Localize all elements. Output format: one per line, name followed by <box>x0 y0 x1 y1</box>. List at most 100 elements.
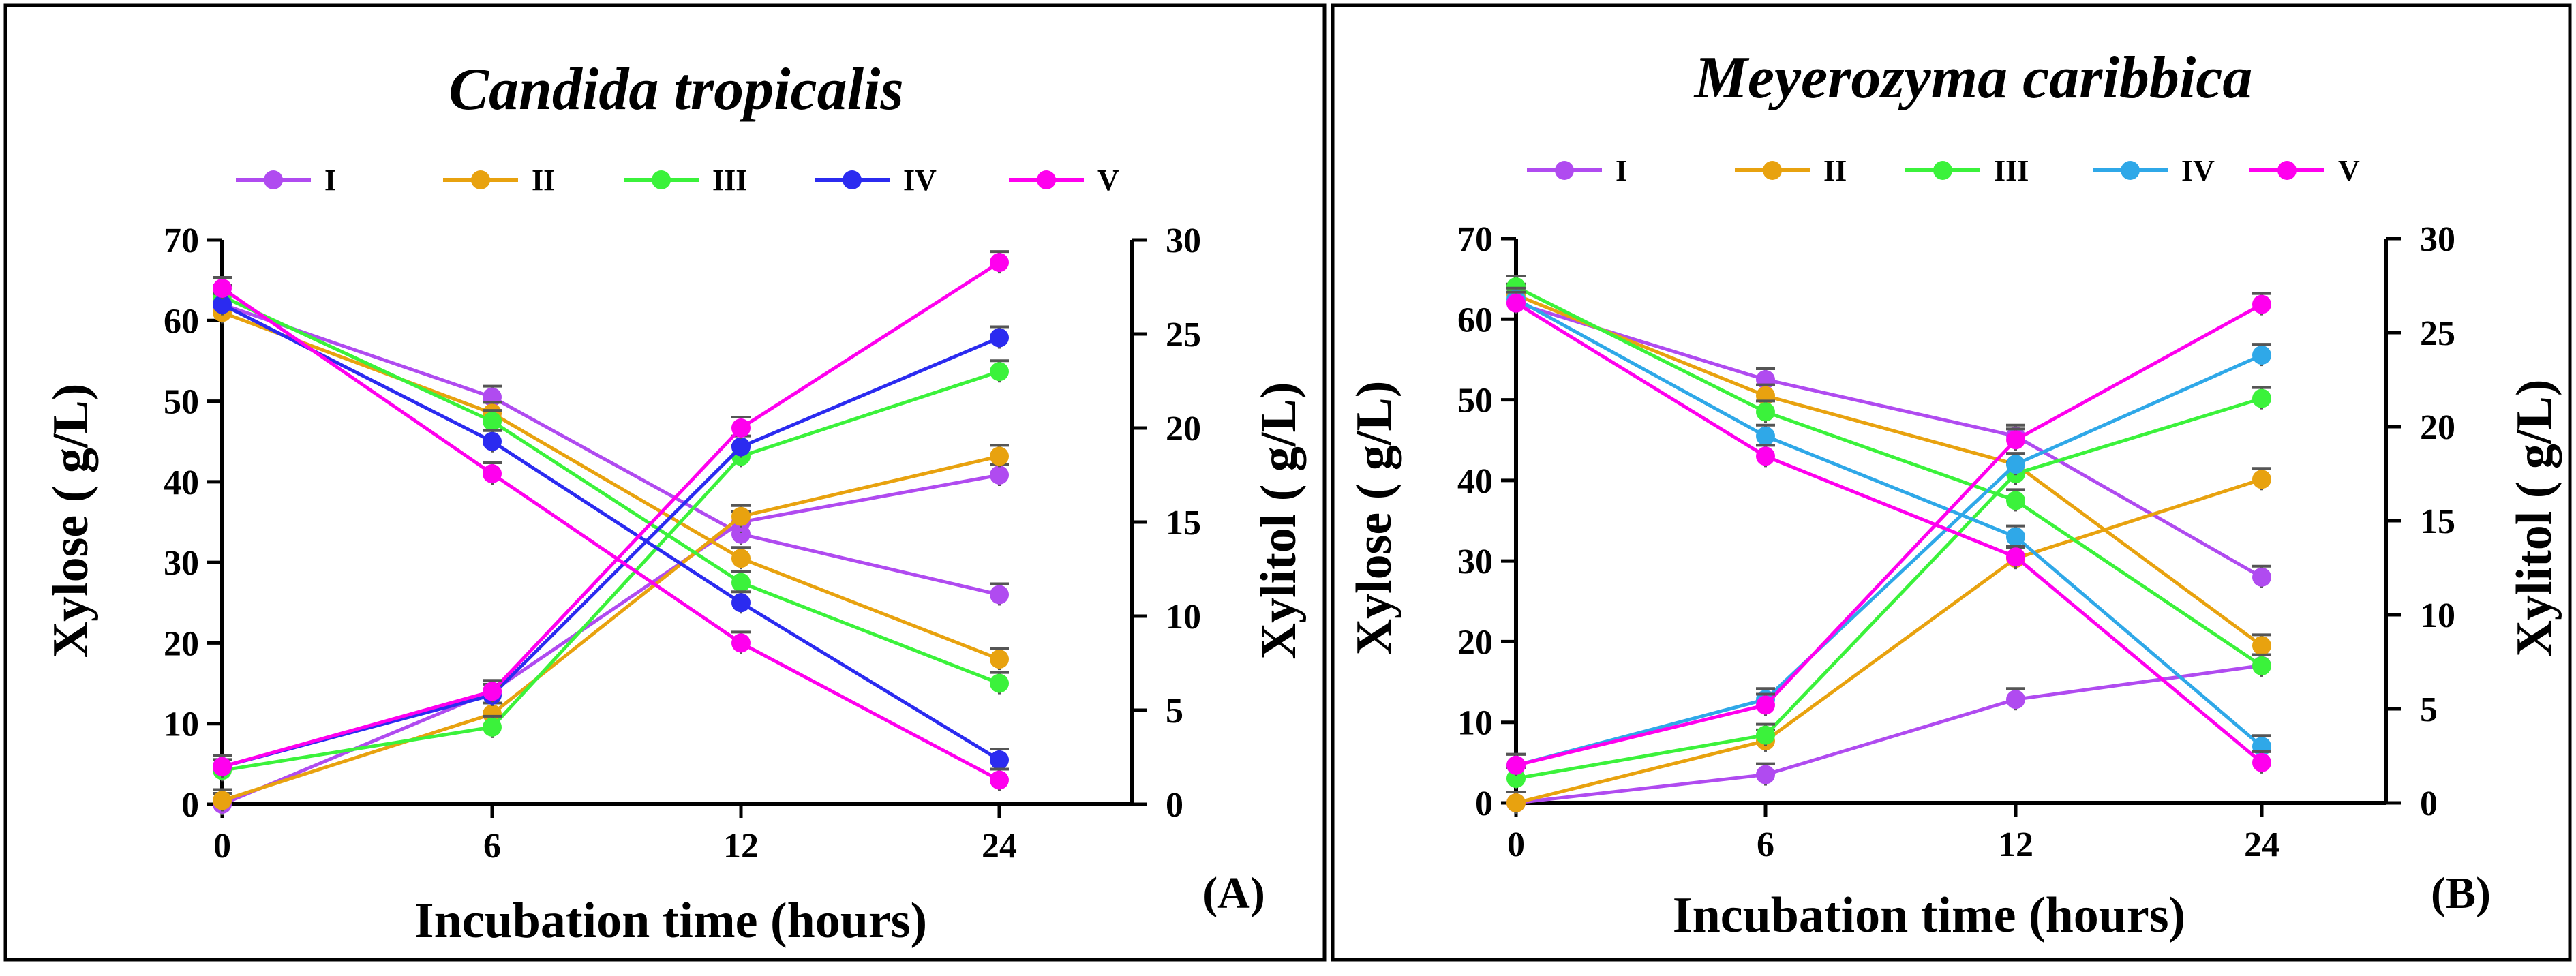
chart-1-legend-marker-III <box>1933 161 1952 180</box>
chart-0-xylose-point-II <box>731 549 751 568</box>
chart-0-xylitol-point-II <box>990 446 1009 466</box>
chart-1-xylitol-point-V <box>2006 430 2025 450</box>
chart-0-legend-label-III: III <box>712 164 747 197</box>
chart-1-ytick-label: 0 <box>1475 784 1493 823</box>
chart-1-xylose-point-V <box>2006 547 2025 567</box>
chart-1-legend-label-III: III <box>1994 154 2029 187</box>
chart-0-xylitol-point-V <box>213 757 232 776</box>
chart-1-xylitol-line-III <box>1515 397 2262 780</box>
chart-0-ytick-label: 20 <box>164 624 199 663</box>
chart-1-xtick-label: 6 <box>1757 825 1774 864</box>
chart-0-xylose-point-I <box>990 585 1009 605</box>
chart-0-xylitol-line-II <box>222 454 1000 802</box>
chart-0-xylose-point-III <box>731 573 751 592</box>
chart-0-legend-marker-III <box>652 170 671 189</box>
chart-1-xylitol-line-II <box>1515 477 2262 805</box>
chart-0-xylose-point-V <box>731 633 751 653</box>
chart-0-xylose-line-I <box>222 303 1000 596</box>
chart-1-y2tick-label: 5 <box>2420 690 2438 729</box>
chart-0-xylitol-point-II <box>731 506 751 526</box>
chart-0-xylose-line-III <box>221 294 1000 685</box>
chart-0-xtick-label: 0 <box>213 827 231 866</box>
chart-1-xylose-point-IV <box>1756 426 1775 446</box>
chart-1-y2tick-label: 20 <box>2420 408 2455 447</box>
chart-0-xylitol-line-IV <box>222 336 1000 769</box>
chart-1-xtick-label: 24 <box>2244 825 2279 864</box>
chart-1-xylitol-point-III <box>1756 725 1775 745</box>
chart-0-xtick-label: 6 <box>483 827 501 866</box>
chart-0-xylose-point-III <box>990 673 1009 693</box>
chart-1-xylitol-point-III <box>1506 769 1526 789</box>
panel-a-xlabel: Incubation time (hours) <box>414 893 927 949</box>
panel-a-ylabel: Xylose ( g/L) <box>43 384 99 658</box>
chart-1-y2tick-label: 15 <box>2420 502 2455 541</box>
chart-1-xtick-label: 0 <box>1507 825 1525 864</box>
chart-0-xylitol-point-IV <box>731 437 751 457</box>
chart-0-ytick-label: 40 <box>164 463 199 502</box>
chart-0-xtick-label: 24 <box>982 827 1017 866</box>
chart-1-xylitol-line-IV <box>1515 353 2263 767</box>
chart-0-xylitol-point-V <box>990 253 1009 273</box>
chart-1-xylose-point-V <box>1756 446 1775 466</box>
chart-0-legend-marker-II <box>471 170 490 189</box>
panel-a-frame <box>3 3 1327 962</box>
chart-1-xylose-point-III <box>1756 402 1775 422</box>
chart-0-xylitol-line-V <box>222 261 1001 769</box>
chart-1-xylitol-line-V <box>1515 303 2263 767</box>
chart-1-ytick-label: 50 <box>1457 382 1493 421</box>
chart-0-y2tick-label: 20 <box>1166 410 1201 448</box>
chart-1-xylitol-point-III <box>2252 388 2271 408</box>
chart-0-xylose-point-V <box>483 464 502 484</box>
chart-1-xylitol-point-II <box>2252 470 2271 489</box>
chart-1-legend-label-IV: IV <box>2181 154 2215 187</box>
chart-0-xylitol-point-I <box>990 466 1009 485</box>
chart-1-y2tick-label: 0 <box>2420 784 2438 823</box>
chart-0-xtick-label: 12 <box>723 827 759 866</box>
chart-1-xylose-line-II <box>1515 293 2263 647</box>
chart-1-y2tick-label: 30 <box>2420 220 2455 259</box>
chart-0-legend-label-V: V <box>1097 164 1119 197</box>
chart-0-xylose-point-IV <box>990 750 1009 769</box>
panel-b-ylabel: Xylose ( g/L) <box>1346 381 1402 656</box>
chart-0-xylitol-point-V <box>731 418 751 438</box>
panel-a-y2label: Xylitol ( g/L) <box>1251 382 1307 660</box>
chart-0-ytick-label: 60 <box>164 302 199 341</box>
chart-0-legend-marker-IV <box>843 170 862 189</box>
chart-1-ytick-label: 60 <box>1457 301 1493 339</box>
chart-1-xylitol-point-V <box>1506 755 1526 775</box>
chart-0-legend-marker-I <box>264 170 283 189</box>
chart-0-ytick-label: 10 <box>164 705 199 744</box>
chart-0-ytick-label: 30 <box>164 544 199 583</box>
chart-0-xylose-point-IV <box>483 431 502 451</box>
chart-0-xylose-point-II <box>990 650 1009 669</box>
chart-0-xylose-point-V <box>990 770 1009 790</box>
chart-0-xylose-point-III <box>483 412 502 431</box>
chart-1-xylose-line-I <box>1515 301 2263 579</box>
chart-1-xylose-point-III <box>2252 656 2271 675</box>
chart-0-xylose-line-IV <box>221 303 1001 762</box>
chart-1-xylose-line-V <box>1515 301 2263 764</box>
chart-1-xylitol-point-IV <box>2006 455 2025 474</box>
chart-0-legend-marker-V <box>1037 170 1056 189</box>
panel-b-title: Meyerozyma caribbica <box>1693 45 2253 111</box>
chart-0-y2tick-label: 25 <box>1166 316 1201 354</box>
chart-0-y2tick-label: 0 <box>1166 786 1183 825</box>
chart-1-legend-marker-IV <box>2121 161 2140 180</box>
chart-1-xylose-point-IV <box>2006 527 2025 547</box>
chart-0-xylitol-point-II <box>213 791 232 810</box>
chart-0-xylitol-line-III <box>222 369 1000 772</box>
chart-1-legend-marker-I <box>1555 161 1574 180</box>
chart-1-xylose-point-V <box>1506 293 1526 313</box>
chart-1-xylitol-point-V <box>1756 695 1775 715</box>
panel-b-label: (B) <box>2431 868 2491 918</box>
chart-1-legend-label-I: I <box>1616 154 1627 187</box>
chart-1-xylitol-point-I <box>2006 690 2025 710</box>
chart-0-xylitol-point-III <box>483 717 502 737</box>
chart-0-xylitol-point-II <box>483 704 502 724</box>
chart-1-legend-marker-II <box>1763 161 1782 180</box>
chart-1-legend-label-II: II <box>1823 154 1847 187</box>
chart-1-xylitol-point-I <box>1756 765 1775 784</box>
